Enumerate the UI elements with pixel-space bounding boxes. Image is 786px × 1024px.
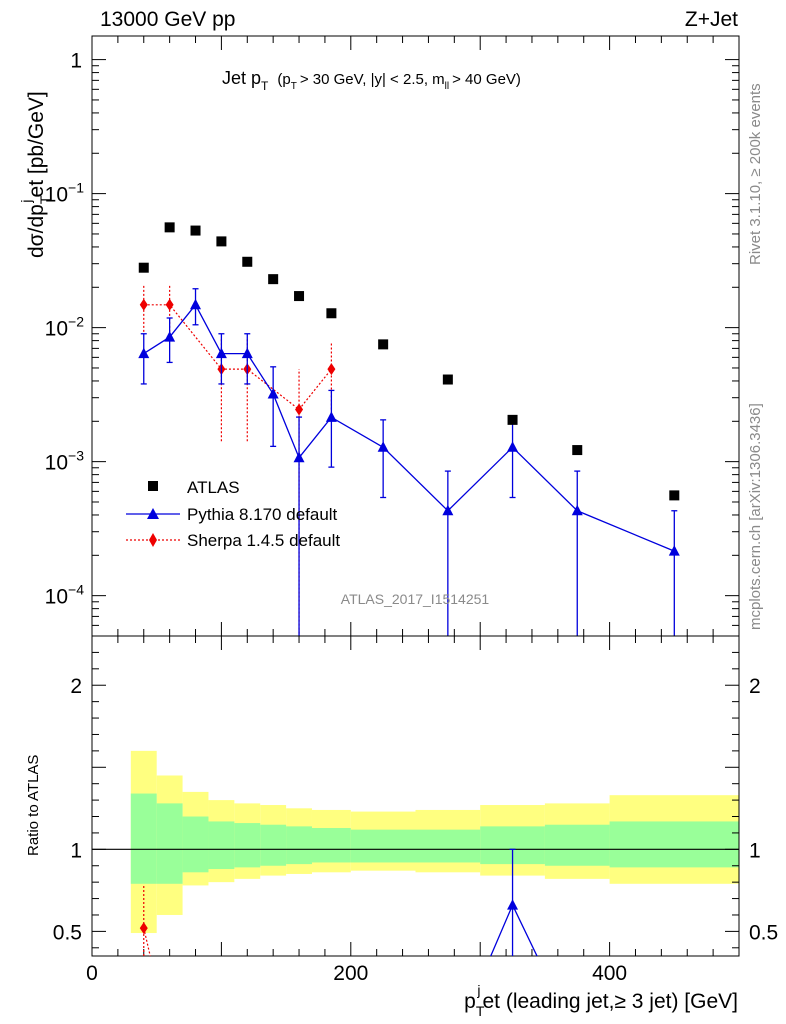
y-tick-label: 1 bbox=[70, 50, 82, 73]
main-y-axis-label: dσ/dpTjet [pb/GeV] bbox=[18, 91, 53, 258]
ratio-y-tick-label-right: 1 bbox=[749, 839, 761, 862]
ratio-y-tick-label-left: 0.5 bbox=[53, 921, 82, 944]
x-tick-labels: 0 200 400 bbox=[86, 962, 627, 985]
atlas-point bbox=[669, 490, 680, 501]
ratio-y-tick-label-right: 0.5 bbox=[749, 921, 778, 944]
ratio-pythia-point bbox=[507, 899, 519, 910]
pythia-point bbox=[571, 504, 583, 516]
atlas-point bbox=[242, 256, 253, 267]
y-tick-label: 10−1 bbox=[45, 180, 85, 207]
sherpa-point bbox=[327, 363, 336, 376]
title-cuts-sub2: ll bbox=[445, 81, 449, 92]
pythia-point bbox=[507, 441, 519, 452]
title-cuts-rest: > 30 GeV, |y| < 2.5, m bbox=[300, 71, 445, 88]
title-cuts-sub: T bbox=[291, 81, 297, 92]
ratio-band-inner bbox=[350, 829, 416, 863]
atlas-point bbox=[138, 262, 149, 273]
pythia-point bbox=[325, 411, 337, 422]
y-tick-label: 10−3 bbox=[45, 448, 85, 475]
pythia-point bbox=[164, 331, 176, 342]
atlas-point bbox=[442, 374, 453, 385]
ratio-y-tick-label-left: 1 bbox=[70, 839, 82, 862]
ratio-y-tick-label-right: 2 bbox=[749, 675, 761, 698]
pythia-point bbox=[442, 504, 454, 516]
atlas-point bbox=[268, 274, 279, 285]
analysis-watermark: ATLAS_2017_I1514251 bbox=[341, 591, 490, 607]
y-tick-label: 10−4 bbox=[45, 582, 85, 609]
ratio-band-inner bbox=[130, 793, 157, 884]
ratio-y-axis-label: Ratio to ATLAS bbox=[25, 755, 42, 856]
mcplots-label: mcplots.cern.ch [arXiv:1306.3436] bbox=[747, 403, 764, 630]
ratio-band-inner bbox=[609, 821, 739, 868]
ratio-band-inner bbox=[234, 823, 261, 868]
ratio-band-inner bbox=[156, 803, 183, 884]
ratio-sherpa-point bbox=[139, 922, 148, 935]
atlas-point bbox=[190, 225, 201, 236]
rivet-version-label: Rivet 3.1.10, ≥ 200k events bbox=[747, 83, 764, 265]
legend-atlas-marker bbox=[148, 481, 158, 491]
sherpa-point bbox=[295, 403, 304, 416]
header-collision: 13000 GeV pp bbox=[100, 8, 235, 31]
ratio-y-tick-label-left: 2 bbox=[70, 675, 82, 698]
legend-sherpa-label: Sherpa 1.4.5 default bbox=[187, 531, 340, 550]
ratio-band-inner bbox=[286, 826, 312, 865]
y-tick-label: 10−2 bbox=[45, 314, 85, 341]
pythia-point bbox=[293, 451, 305, 463]
ratio-band-inner bbox=[260, 824, 287, 866]
atlas-point bbox=[216, 236, 227, 247]
title-jet-pt: Jet p bbox=[222, 68, 261, 88]
ratio-uncertainty-bands bbox=[130, 750, 739, 934]
pythia-point bbox=[215, 347, 227, 359]
ratio-y-tick-labels: 0.5 0.5 1 1 2 2 bbox=[53, 675, 778, 944]
title-cuts-open: (p bbox=[277, 71, 290, 88]
legend-pythia-label: Pythia 8.170 default bbox=[187, 505, 338, 524]
pythia-point bbox=[241, 347, 253, 359]
sherpa-point bbox=[139, 298, 148, 311]
main-data-layer bbox=[138, 222, 680, 636]
sherpa-point bbox=[165, 298, 174, 311]
atlas-point bbox=[326, 308, 337, 319]
ratio-band-inner bbox=[182, 816, 209, 873]
atlas-point bbox=[507, 414, 518, 425]
title-cuts-end: > 40 GeV) bbox=[452, 71, 521, 88]
pythia-point bbox=[138, 347, 150, 359]
ratio-data-layer bbox=[139, 848, 538, 956]
pythia-point bbox=[668, 545, 680, 556]
main-axis-ticks bbox=[91, 36, 740, 637]
atlas-point bbox=[294, 291, 305, 302]
x-axis-label: pTjet (leading jet,≥ 3 jet) [GeV] bbox=[464, 982, 738, 1019]
ratio-band-inner bbox=[544, 824, 610, 866]
ratio-axis-ticks bbox=[91, 636, 740, 956]
x-tick-label: 400 bbox=[592, 962, 627, 985]
pythia-point bbox=[377, 441, 389, 452]
sherpa-line bbox=[143, 304, 332, 411]
legend-atlas-label: ATLAS bbox=[187, 478, 240, 497]
header-process: Z+Jet bbox=[685, 8, 738, 31]
legend-sherpa-marker bbox=[149, 533, 157, 547]
ratio-sherpa-line bbox=[143, 927, 151, 956]
ratio-band-inner bbox=[311, 828, 351, 863]
x-tick-label: 200 bbox=[333, 962, 368, 985]
main-y-tick-labels: 1 10−1 10−2 10−3 10−4 bbox=[45, 50, 85, 609]
ratio-plot-area bbox=[91, 635, 740, 957]
legend: ATLAS Pythia 8.170 default Sherpa 1.4.5 … bbox=[126, 478, 340, 550]
legend-pythia-marker bbox=[147, 508, 159, 519]
x-tick-label: 0 bbox=[86, 962, 98, 985]
atlas-point bbox=[164, 222, 175, 233]
atlas-point bbox=[378, 339, 389, 350]
plot-title: Jet pT (pT > 30 GeV, |y| < 2.5, mll > 40 G… bbox=[222, 68, 521, 94]
ratio-frame bbox=[91, 635, 740, 957]
ratio-band-inner bbox=[208, 821, 235, 870]
atlas-point bbox=[572, 445, 583, 456]
pythia-point bbox=[267, 387, 279, 399]
pythia-point bbox=[190, 298, 202, 310]
ratio-band-inner bbox=[415, 829, 481, 863]
title-jet-pt-sub: T bbox=[261, 79, 269, 93]
